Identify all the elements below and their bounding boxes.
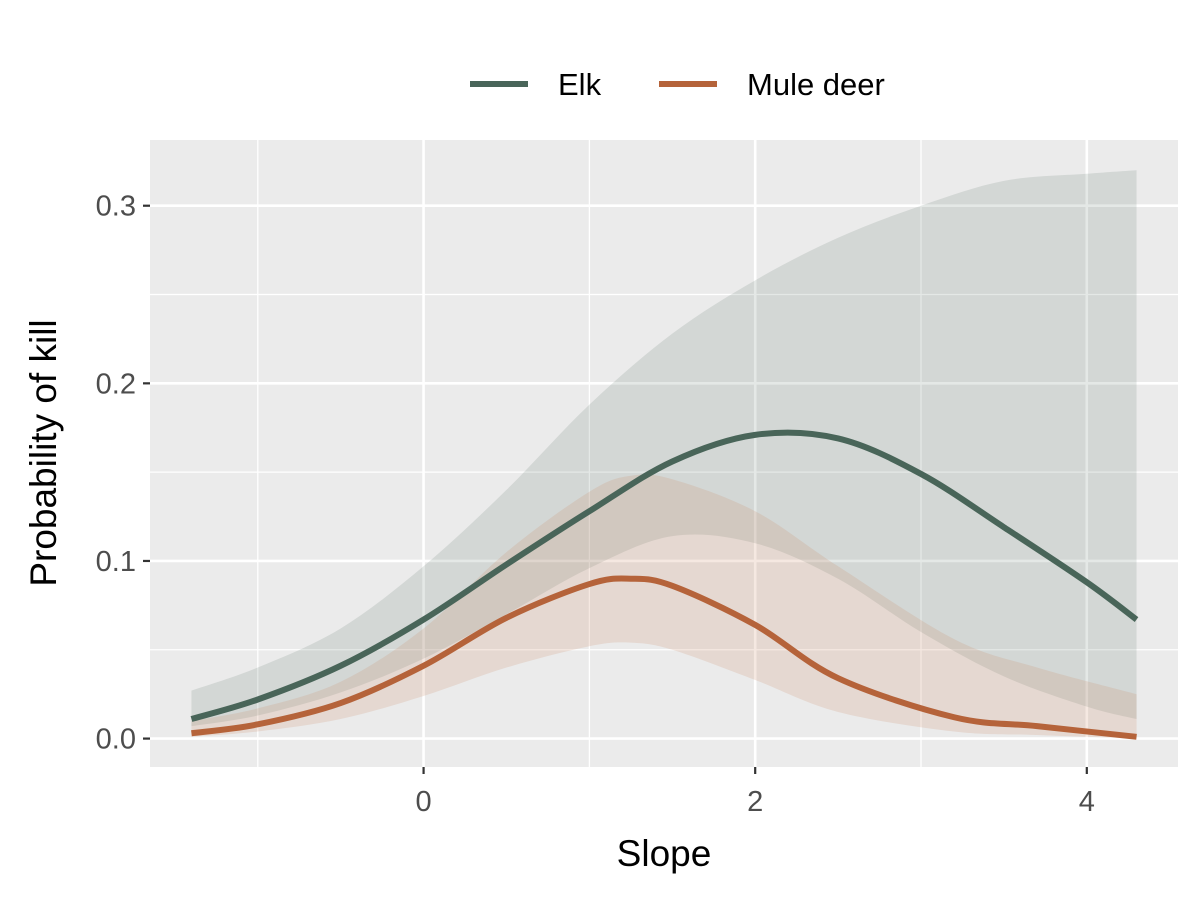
- ribbon-mule-deer: [191, 474, 1137, 739]
- line-mule-deer: [191, 575, 1137, 740]
- x-axis-title: Slope: [617, 833, 712, 874]
- x-tick-label: 0: [416, 786, 432, 818]
- panel-background: [150, 140, 1178, 767]
- legend: Elk Mule deer: [470, 67, 885, 102]
- x-tick-label: 2: [747, 786, 763, 818]
- axes: 0 2 4 0.0 0.1 0.2 0.3: [96, 191, 1095, 818]
- y-axis-title: Probability of kill: [23, 319, 64, 586]
- legend-label: Mule deer: [747, 67, 885, 102]
- minor-gridlines: [150, 140, 1178, 767]
- line-elk: [190, 429, 1139, 722]
- x-tick-label: 4: [1079, 786, 1095, 818]
- y-tick-label: 0.3: [96, 191, 136, 223]
- legend-label: Elk: [558, 67, 602, 102]
- y-tick-label: 0.0: [96, 724, 136, 756]
- y-tick-label: 0.1: [96, 546, 136, 578]
- y-tick-label: 0.2: [96, 368, 136, 400]
- ribbon-elk: [191, 170, 1137, 727]
- confidence-ribbons: [191, 170, 1137, 739]
- series-lines: [190, 429, 1139, 740]
